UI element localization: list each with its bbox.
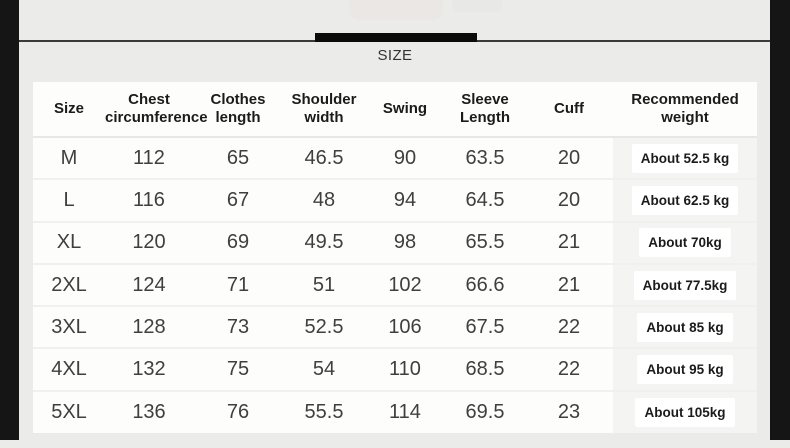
cell-clothes: 65: [226, 146, 250, 169]
cell-clothes: 75: [193, 347, 283, 391]
recommended-weight-pill: About 85 kg: [637, 312, 733, 342]
cell-cuff: 22: [525, 305, 613, 349]
cell-weight: About 52.5 kg: [613, 137, 757, 180]
table-row-l: L 116 67 48 94 64.5 20 About 62.5 kg: [33, 178, 757, 222]
cell-sleeve: 68.5: [445, 347, 525, 391]
product-photo-remnant-small: [452, 0, 502, 12]
column-header-cuff: Cuff: [525, 82, 613, 138]
cell-swing: 110: [365, 347, 445, 391]
recommended-weight-pill: About 70kg: [639, 228, 731, 258]
cell-weight: About 105kg: [613, 389, 757, 434]
section-title: SIZE: [377, 47, 413, 64]
cell-chest: 136: [105, 389, 193, 434]
cell-swing: 94: [365, 178, 445, 222]
cell-chest: 112: [133, 146, 165, 169]
table-header-row: Size Chest circumference Clothes length Sho…: [33, 82, 757, 138]
cell-shoulder: 46.5: [304, 146, 344, 169]
cell-clothes: 76: [193, 389, 283, 434]
cell-cuff: 21: [525, 262, 613, 307]
cell-shoulder: 52.5: [283, 305, 365, 349]
table-row-3xl: 3XL 128 73 52.5 106 67.5 22 About 85 kg: [33, 305, 757, 349]
cell-size: L: [33, 178, 105, 222]
cell-size: 5XL: [33, 389, 105, 434]
cell-clothes: 69: [193, 220, 283, 264]
cell-sleeve: 69.5: [445, 389, 525, 434]
cell-clothes: 73: [193, 305, 283, 349]
cell-shoulder: 49.5: [283, 220, 365, 264]
cell-weight: About 70kg: [613, 220, 757, 264]
cell-cuff: 20: [557, 146, 581, 169]
cell-clothes: 67: [193, 178, 283, 222]
cell-chest: 116: [105, 178, 193, 222]
column-header-shoulder: Shoulder width: [283, 82, 365, 138]
cell-sleeve: 65.5: [445, 220, 525, 264]
title-accent-bar: [315, 33, 477, 42]
cell-cuff: 23: [525, 389, 613, 434]
cell-clothes: 71: [193, 262, 283, 307]
column-header-size: Size: [33, 82, 105, 138]
size-chart-table-container: Size Chest circumference Clothes length Sho…: [33, 82, 757, 434]
cell-weight: About 85 kg: [613, 305, 757, 349]
table-row-m: M 112 65 46.5 90 63.5 20 About 52.5 kg: [33, 137, 757, 180]
cell-weight: About 77.5kg: [613, 262, 757, 307]
cell-cuff: 20: [525, 178, 613, 222]
column-header-clothes: Clothes length: [193, 82, 283, 138]
cell-size: 3XL: [33, 305, 105, 349]
cell-size: XL: [33, 220, 105, 264]
recommended-weight-pill: About 105kg: [635, 397, 735, 427]
cell-size: 2XL: [33, 262, 105, 307]
product-photo-remnant: [349, 0, 443, 20]
column-header-chest: Chest circumference: [105, 82, 208, 138]
cell-shoulder: 48: [283, 178, 365, 222]
cell-shoulder: 54: [283, 347, 365, 391]
cell-sleeve: 66.6: [445, 262, 525, 307]
cell-cuff: 21: [525, 220, 613, 264]
cell-chest: 132: [105, 347, 193, 391]
recommended-weight-pill: About 95 kg: [637, 355, 733, 385]
cell-swing: 90: [393, 146, 417, 169]
column-header-sleeve: Sleeve Length: [445, 82, 525, 138]
column-header-weight: Recommended weight: [613, 82, 757, 138]
cell-swing: 106: [365, 305, 445, 349]
cell-cuff: 22: [525, 347, 613, 391]
cell-sleeve: 63.5: [465, 146, 505, 169]
left-frame-bar: [0, 0, 19, 440]
column-header-swing: Swing: [365, 82, 445, 138]
cell-shoulder: 55.5: [283, 389, 365, 434]
size-chart-table: Size Chest circumference Clothes length Sho…: [33, 82, 757, 434]
cell-weight: About 95 kg: [613, 347, 757, 391]
table-row-2xl: 2XL 124 71 51 102 66.6 21 About 77.5kg: [33, 262, 757, 307]
cell-weight: About 62.5 kg: [613, 178, 757, 222]
cell-size: 4XL: [33, 347, 105, 391]
table-row-4xl: 4XL 132 75 54 110 68.5 22 About 95 kg: [33, 347, 757, 391]
table-row-xl: XL 120 69 49.5 98 65.5 21 About 70kg: [33, 220, 757, 264]
table-row-5xl: 5XL 136 76 55.5 114 69.5 23 About 105kg: [33, 389, 757, 434]
cell-swing: 102: [365, 262, 445, 307]
recommended-weight-pill: About 77.5kg: [633, 270, 737, 300]
cell-size: M: [60, 146, 78, 169]
cell-chest: 128: [105, 305, 193, 349]
cell-sleeve: 64.5: [445, 178, 525, 222]
cell-swing: 98: [365, 220, 445, 264]
right-frame-bar: [770, 0, 790, 440]
cell-chest: 120: [105, 220, 193, 264]
cell-chest: 124: [105, 262, 193, 307]
cell-swing: 114: [365, 389, 445, 434]
recommended-weight-pill: About 52.5 kg: [631, 143, 739, 173]
recommended-weight-pill: About 62.5 kg: [631, 185, 739, 215]
cell-sleeve: 67.5: [445, 305, 525, 349]
cell-shoulder: 51: [283, 262, 365, 307]
